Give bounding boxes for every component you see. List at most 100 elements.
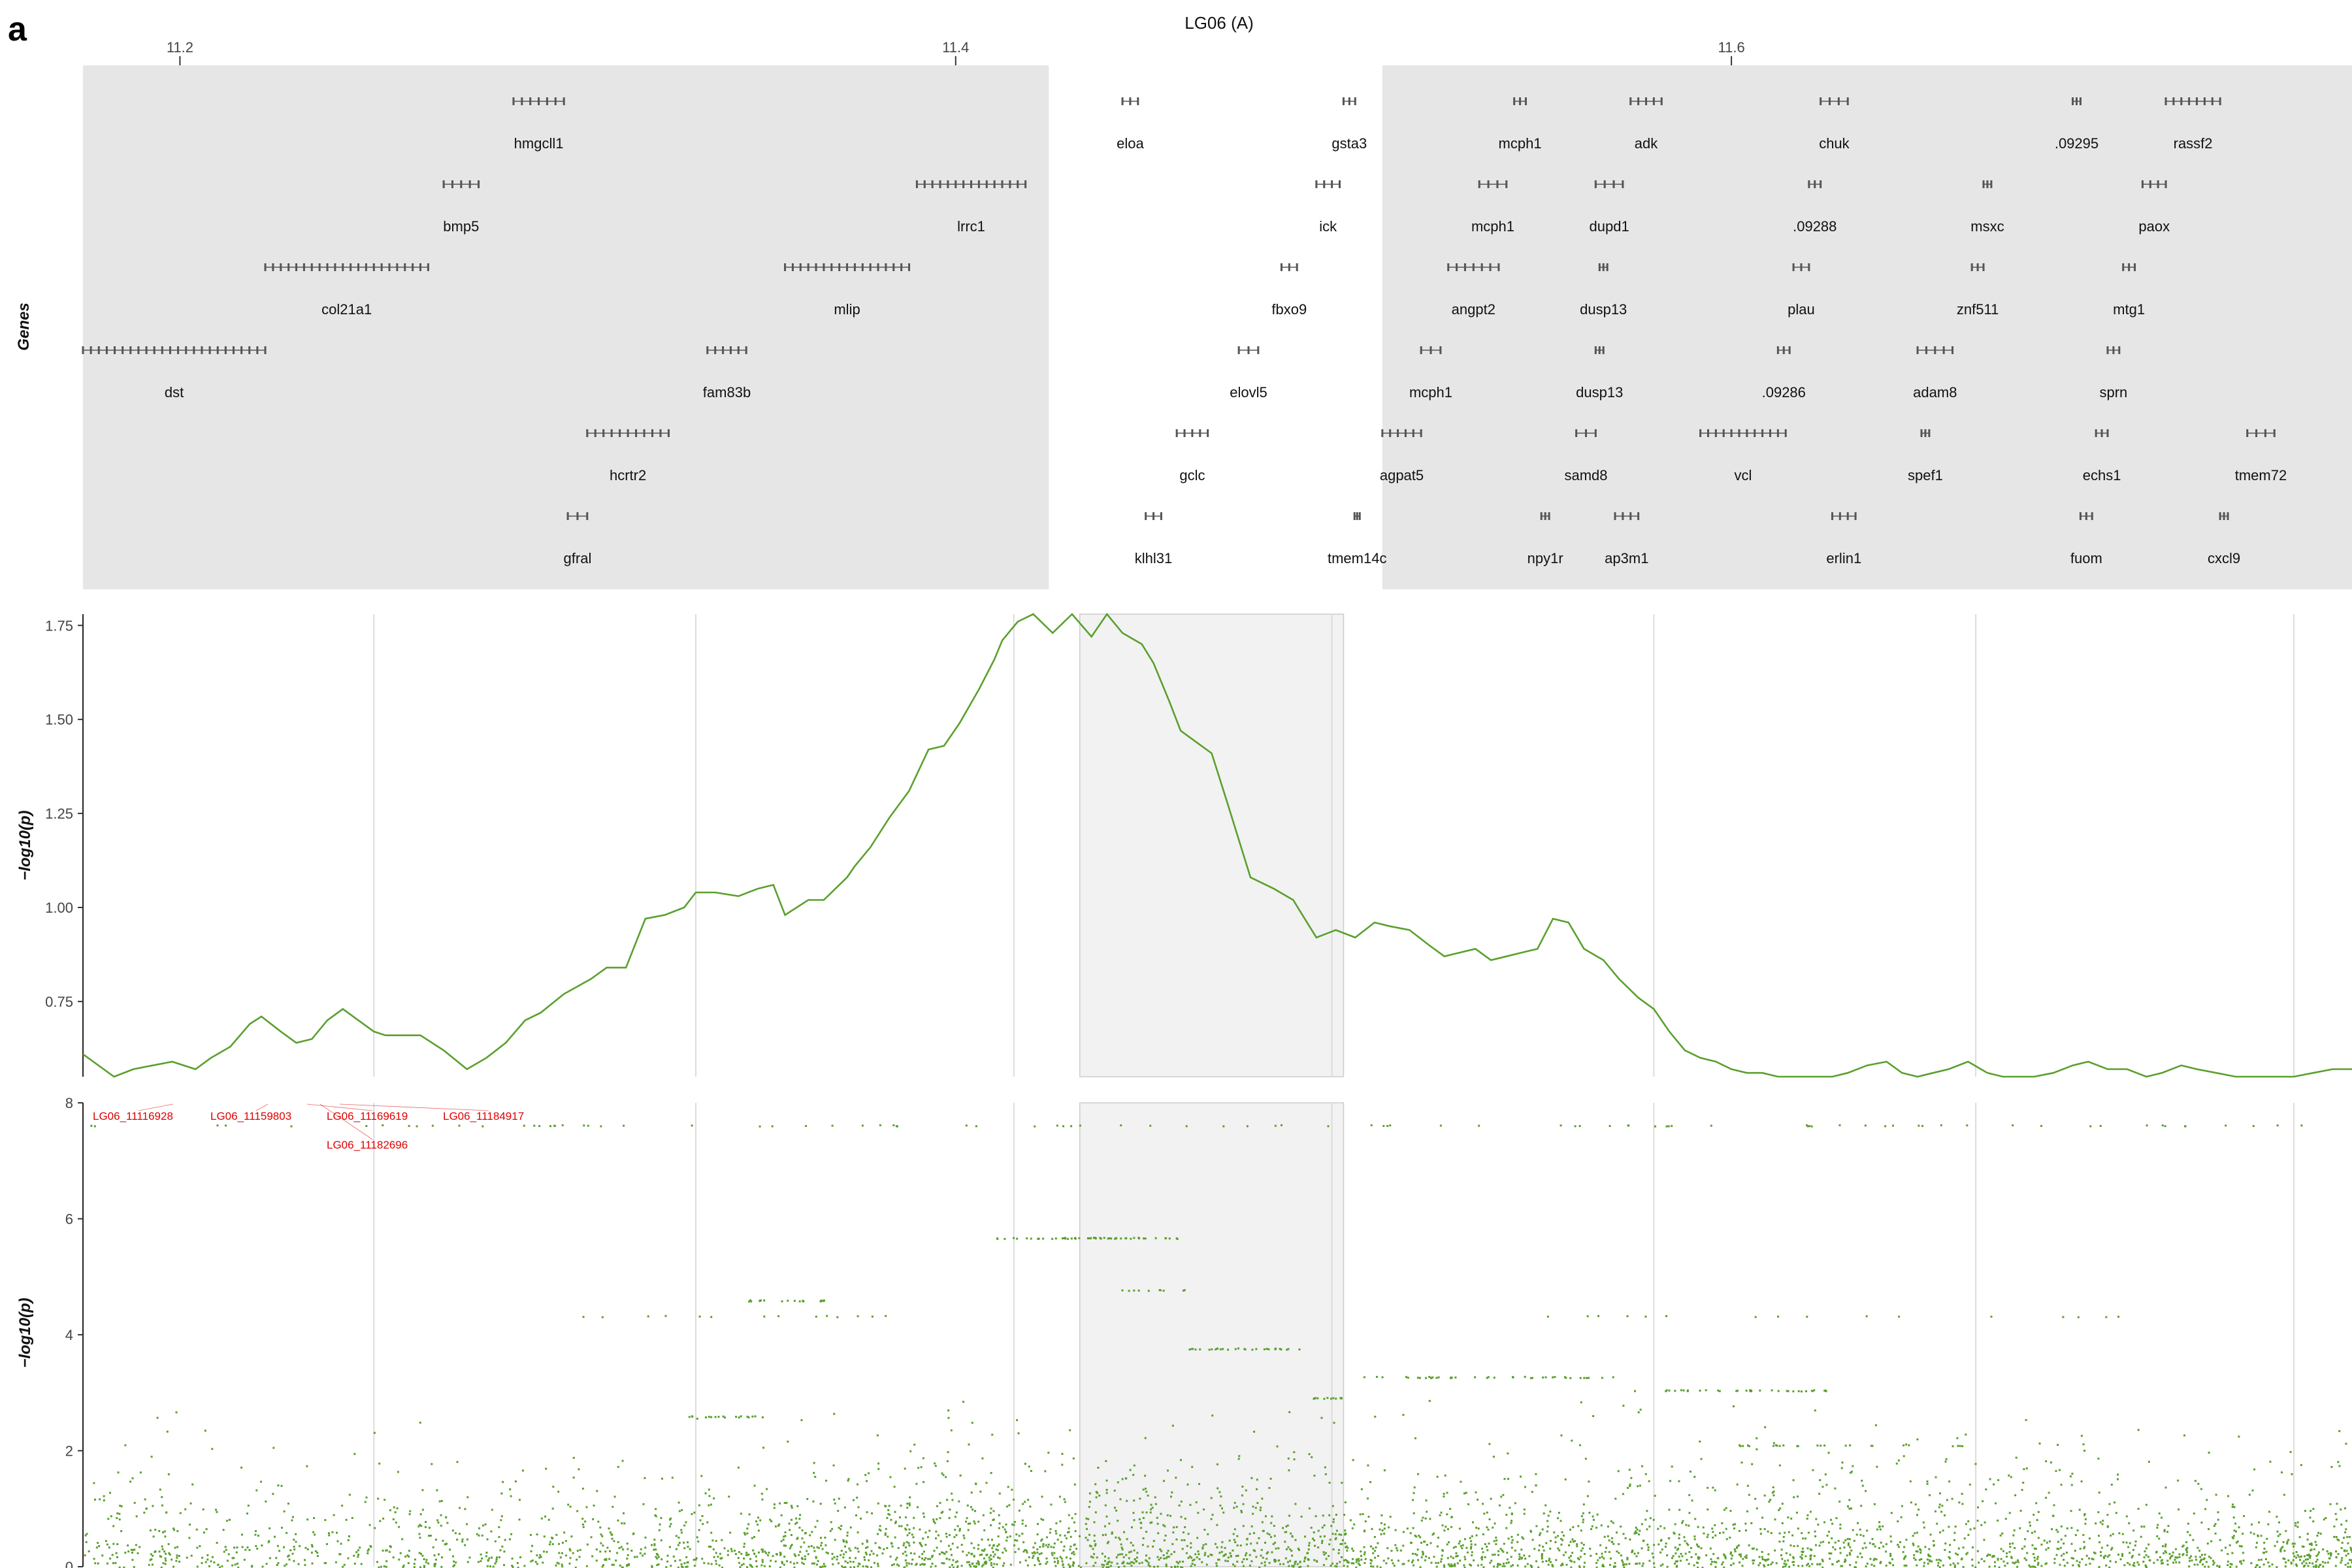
snp-point (160, 1566, 163, 1568)
snp-point (1834, 1487, 1837, 1490)
snp-point (1299, 1565, 1302, 1568)
snp-point (762, 1446, 765, 1449)
snp-point (1105, 1515, 1108, 1518)
snp-point (1211, 1554, 1213, 1556)
snp-point (1340, 1397, 1343, 1399)
gene-exon (193, 346, 195, 354)
snp-point (1054, 1237, 1057, 1240)
snp-point (1149, 1124, 1152, 1127)
gene-exon (1614, 512, 1616, 520)
snp-point (1209, 1554, 1212, 1556)
snp-point (1763, 1559, 1766, 1561)
snp-point (747, 1416, 750, 1419)
snp-point (368, 1524, 371, 1526)
gene-label: samd8 (1564, 467, 1607, 483)
snp-point (618, 1546, 621, 1549)
snp-point (1416, 1377, 1419, 1379)
snp-point (840, 1550, 843, 1552)
snp-point (1912, 1543, 1914, 1545)
snp-point (1122, 1561, 1125, 1563)
snp-point (1170, 1553, 1173, 1556)
snp-point (1580, 1550, 1582, 1552)
snp-point (2045, 1548, 2048, 1551)
snp-point (1053, 1557, 1056, 1560)
snp-point (1425, 1377, 1427, 1379)
gene-label: plau (1788, 301, 1815, 318)
snp-point (522, 1469, 524, 1472)
snp-point (1686, 1559, 1688, 1561)
snp-point (1307, 1565, 1309, 1567)
snp-point (1133, 1549, 1135, 1552)
snp-point (1635, 1526, 1637, 1529)
snp-point (1493, 1540, 1495, 1543)
snp-point (1839, 1527, 1842, 1529)
snp-point (745, 1552, 748, 1554)
snp-point (1805, 1537, 1806, 1540)
snp-point (889, 1556, 892, 1558)
snp-point (118, 1518, 121, 1521)
snp-point (1133, 1519, 1135, 1522)
snp-point (2197, 1563, 2199, 1566)
snp-point (1062, 1237, 1064, 1239)
snp-point (636, 1556, 638, 1558)
snp-point (1523, 1508, 1526, 1511)
snp-point (1873, 1565, 1876, 1567)
snp-point (1659, 1551, 1662, 1554)
snp-point (813, 1562, 815, 1565)
snp-point (2195, 1556, 2197, 1558)
snp-point (1034, 1125, 1036, 1128)
snp-point (1186, 1483, 1189, 1486)
gene-exon (1397, 429, 1399, 437)
snp-point (427, 1562, 430, 1565)
snp-point (2060, 1538, 2063, 1541)
snp-point (1469, 1563, 1471, 1566)
gene-exon (643, 429, 645, 437)
snp-point (1503, 1565, 1506, 1567)
snp-point (1245, 1552, 1248, 1554)
snp-point (915, 1482, 918, 1485)
snp-point (2028, 1564, 2031, 1567)
snp-point (881, 1552, 884, 1555)
snp-point (154, 1550, 157, 1553)
snp-point (1579, 1377, 1582, 1379)
snp-point (347, 1557, 350, 1560)
snp-point (1071, 1517, 1073, 1520)
gene-exon (1629, 97, 1632, 105)
snp-point (1115, 1237, 1117, 1239)
snp-point (2300, 1124, 2303, 1127)
snp-point (1493, 1377, 1495, 1379)
snp-point (1674, 1552, 1677, 1555)
gene: hcrtr2 (586, 429, 670, 483)
snp-point (2000, 1558, 2002, 1560)
snp-point (2217, 1511, 2219, 1514)
snp-point (1757, 1564, 1760, 1567)
snp-point (247, 1505, 250, 1507)
snp-point (2023, 1468, 2025, 1471)
gene-track-title: LG06 (A) (1184, 13, 1254, 33)
snp-point (1793, 1496, 1795, 1499)
snp-point (590, 1536, 593, 1539)
snp-point (612, 1505, 614, 1508)
snp-point (1254, 1507, 1257, 1509)
snp-point (1507, 1452, 1509, 1455)
snp-point (165, 1552, 167, 1555)
snp-point (1287, 1348, 1290, 1350)
snp-point (1601, 1556, 1603, 1558)
gene-label: lrrc1 (957, 218, 985, 235)
snp-point (276, 1564, 278, 1566)
snp-point (1772, 1486, 1774, 1488)
snp-point (1560, 1520, 1562, 1522)
snp-point (1266, 1348, 1268, 1350)
snp-annotation-leader (138, 1103, 174, 1111)
snp-point (1193, 1558, 1196, 1561)
snp-point (1057, 1560, 1059, 1562)
snp-point (1841, 1462, 1844, 1464)
snp-point (311, 1562, 314, 1565)
snp-point (1809, 1511, 1812, 1513)
snp-point (2253, 1468, 2256, 1471)
snp-point (1377, 1542, 1379, 1544)
snp-point (288, 1558, 291, 1561)
snp-point (2166, 1531, 2168, 1533)
snp-point (84, 1554, 86, 1557)
snp-point (2069, 1475, 2072, 1478)
